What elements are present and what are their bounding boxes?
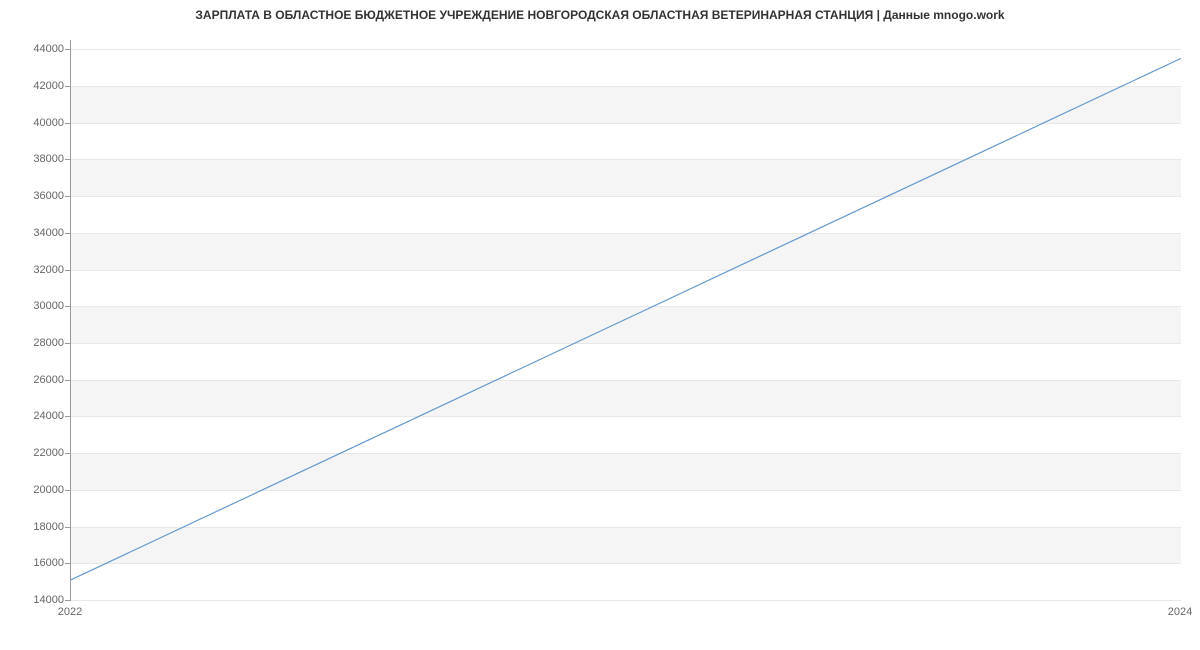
x-tick-label: 2024 [1168,606,1192,618]
y-tick-mark [65,563,70,564]
grid-line [71,233,1181,234]
y-tick-mark [65,159,70,160]
grid-line [71,380,1181,381]
chart-container: ЗАРПЛАТА В ОБЛАСТНОЕ БЮДЖЕТНОЕ УЧРЕЖДЕНИ… [0,0,1200,650]
y-tick-label: 44000 [8,43,64,55]
y-tick-label: 18000 [8,521,64,533]
grid-line [71,270,1181,271]
grid-band [71,86,1181,123]
y-tick-label: 34000 [8,227,64,239]
y-tick-label: 26000 [8,374,64,386]
y-tick-label: 20000 [8,484,64,496]
y-tick-mark [65,380,70,381]
grid-line [71,86,1181,87]
y-tick-label: 42000 [8,80,64,92]
y-tick-mark [65,416,70,417]
grid-line [71,306,1181,307]
grid-line [71,490,1181,491]
x-tick-label: 2022 [58,606,82,618]
y-tick-label: 30000 [8,300,64,312]
y-tick-mark [65,196,70,197]
y-tick-label: 40000 [8,117,64,129]
y-tick-mark [65,86,70,87]
chart-title: ЗАРПЛАТА В ОБЛАСТНОЕ БЮДЖЕТНОЕ УЧРЕЖДЕНИ… [0,0,1200,22]
grid-band [71,380,1181,417]
grid-line [71,527,1181,528]
grid-band [71,306,1181,343]
grid-line [71,343,1181,344]
grid-band [71,527,1181,564]
y-tick-mark [65,233,70,234]
y-tick-mark [65,270,70,271]
y-tick-label: 28000 [8,337,64,349]
grid-line [71,123,1181,124]
y-tick-label: 14000 [8,594,64,606]
y-tick-mark [65,600,70,601]
y-tick-mark [65,453,70,454]
y-tick-label: 32000 [8,264,64,276]
y-tick-mark [65,343,70,344]
y-tick-mark [65,527,70,528]
y-tick-label: 38000 [8,153,64,165]
y-tick-mark [65,490,70,491]
plot-area [70,40,1181,601]
grid-band [71,159,1181,196]
grid-line [71,600,1181,601]
grid-line [71,159,1181,160]
grid-line [71,196,1181,197]
y-tick-label: 36000 [8,190,64,202]
y-tick-label: 16000 [8,557,64,569]
y-tick-mark [65,123,70,124]
grid-line [71,563,1181,564]
grid-line [71,416,1181,417]
grid-line [71,49,1181,50]
grid-band [71,233,1181,270]
y-tick-mark [65,49,70,50]
y-tick-mark [65,306,70,307]
y-tick-label: 24000 [8,410,64,422]
grid-line [71,453,1181,454]
y-tick-label: 22000 [8,447,64,459]
grid-band [71,453,1181,490]
